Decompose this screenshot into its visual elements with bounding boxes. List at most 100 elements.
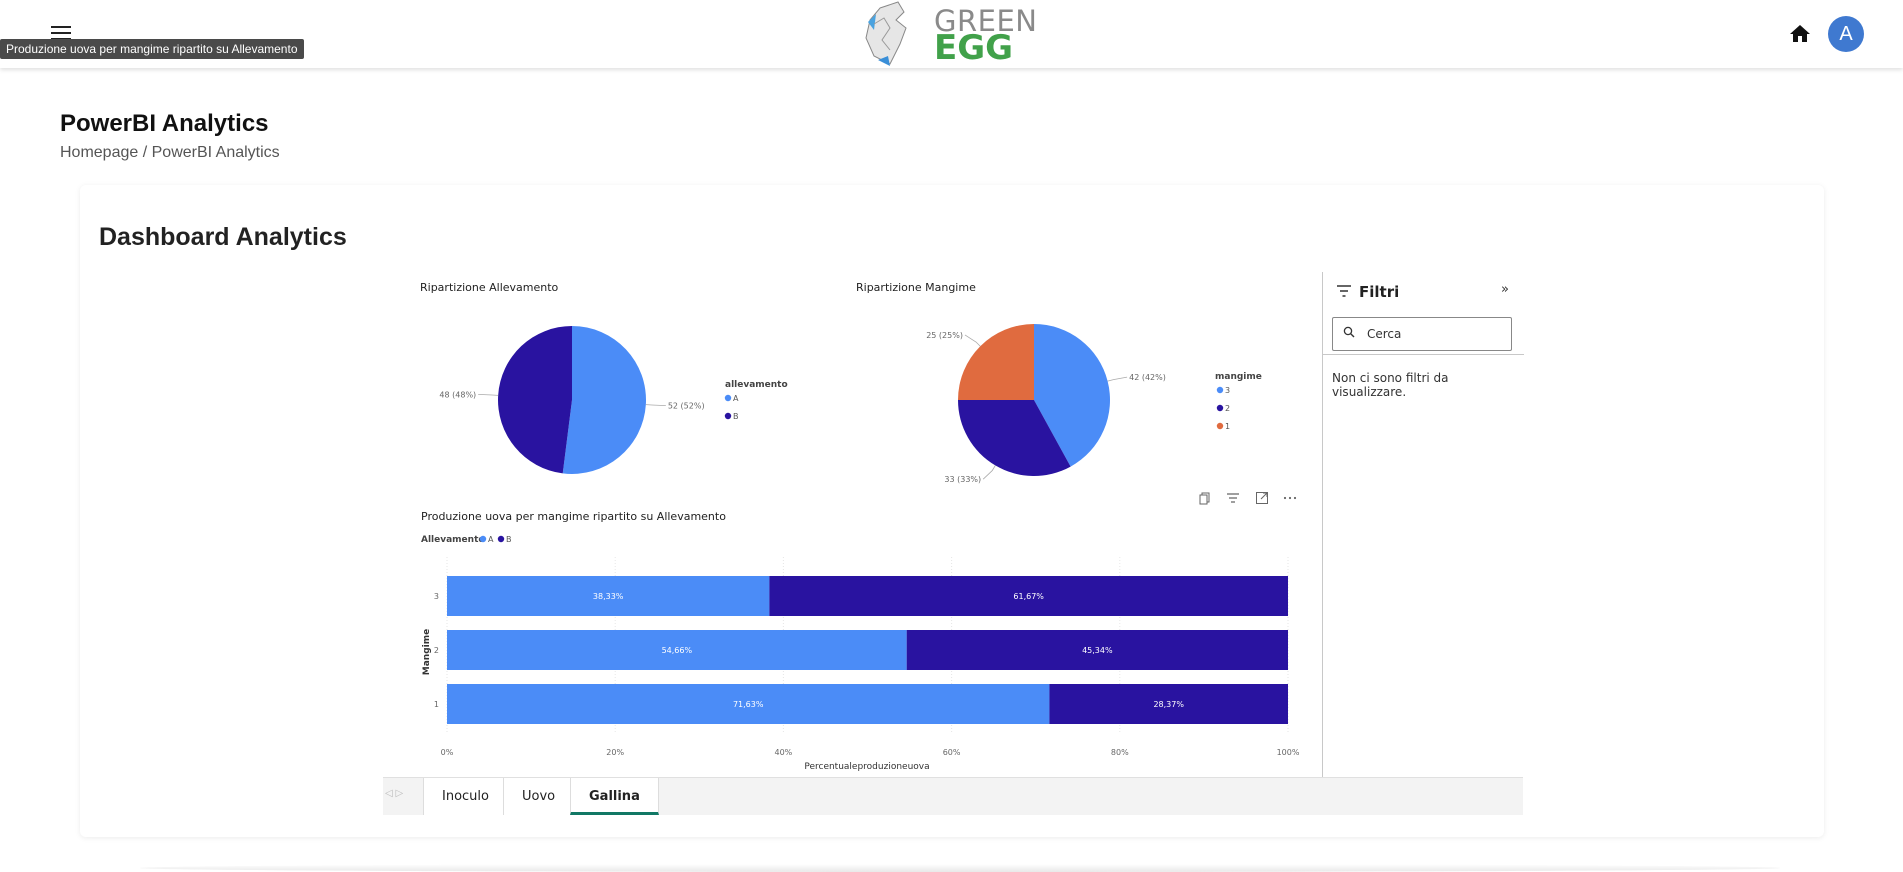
- x-tick-label: 0%: [441, 748, 454, 757]
- bar-chart-ylabel: Mangime: [422, 629, 432, 675]
- x-tick-label: 80%: [1111, 748, 1129, 757]
- pie-leader-line: [645, 404, 666, 407]
- page-bottom-shadow: [140, 864, 1780, 872]
- pie-data-label: 42 (42%): [1129, 373, 1166, 382]
- x-tick-label: 40%: [775, 748, 793, 757]
- legend-item-1: 1: [1225, 422, 1230, 431]
- bar-chart-title: Produzione uova per mangime ripartito su…: [421, 510, 726, 523]
- y-tick-label: 3: [434, 592, 439, 601]
- report-canvas: Ripartizione Allevamento 52 (52%) 48 (48%…: [420, 281, 1300, 772]
- pie-slice-B[interactable]: [497, 326, 572, 474]
- legend-item-B: B: [506, 535, 512, 544]
- more-options-icon[interactable]: [1283, 491, 1297, 505]
- green-egg-logo[interactable]: GREEN EGG: [860, 0, 1037, 70]
- legend-marker-A: [479, 535, 487, 543]
- bar-data-label: 38,33%: [593, 592, 624, 601]
- pie-slice-A[interactable]: [562, 326, 646, 474]
- pie-data-label: 33 (33%): [944, 475, 981, 484]
- legend-item-A: A: [488, 535, 494, 544]
- bar-data-label: 71,63%: [733, 700, 764, 709]
- pie-data-label: 48 (48%): [439, 390, 476, 399]
- visual-header-actions: [1198, 491, 1307, 510]
- pie-allevamento[interactable]: 52 (52%) 48 (48%): [439, 326, 705, 474]
- pie-data-label: 25 (25%): [926, 331, 963, 340]
- bar-segment-B-3[interactable]: [769, 576, 1288, 616]
- filter-visual-icon[interactable]: [1226, 491, 1240, 505]
- bar-segment-B-1[interactable]: [1049, 684, 1288, 724]
- legend-marker-3: [1216, 386, 1224, 394]
- x-tick-label: 100%: [1277, 748, 1300, 757]
- breadcrumb: Homepage / PowerBI Analytics: [60, 144, 280, 162]
- filter-icon: [1337, 285, 1351, 297]
- bar-data-label: 61,67%: [1013, 592, 1044, 601]
- card-title: Dashboard Analytics: [99, 223, 347, 251]
- report-page-tabs: ◁ ▷ Inoculo Uovo Gallina: [383, 777, 1523, 815]
- pie-slice-3[interactable]: [1034, 324, 1110, 467]
- tab-scroll-arrows[interactable]: ◁ ▷: [385, 788, 404, 799]
- legend-marker-1: [1216, 422, 1224, 430]
- breadcrumb-separator: /: [138, 144, 152, 161]
- legend-item-A: A: [733, 394, 739, 403]
- pie-data-label: 52 (52%): [668, 402, 705, 411]
- bar-data-label: 45,34%: [1082, 646, 1113, 655]
- pie-leader-line: [964, 334, 981, 347]
- breadcrumb-home-link[interactable]: Homepage: [60, 144, 139, 161]
- breadcrumb-current: PowerBI Analytics: [151, 144, 280, 161]
- copy-visual-icon[interactable]: [1198, 491, 1212, 505]
- legend-item-2: 2: [1225, 404, 1230, 413]
- filters-pane: Filtri » Cerca Non ci sono filtri da vis…: [1322, 272, 1524, 777]
- legend-title: Allevamento: [421, 535, 485, 545]
- tab-uovo[interactable]: Uovo: [503, 778, 575, 815]
- bar-data-label: 28,37%: [1153, 700, 1184, 709]
- pie-slice-1[interactable]: [958, 324, 1034, 400]
- bar-chart-bars[interactable]: 38,33% 61,67% 54,66% 45,34% 71,63% 28,37%: [447, 576, 1288, 724]
- page-title: PowerBI Analytics: [60, 110, 269, 137]
- pie-leader-line: [478, 393, 499, 396]
- bar-segment-A-3[interactable]: [447, 576, 770, 616]
- search-icon: [1343, 326, 1355, 338]
- pie-slice-2[interactable]: [958, 400, 1071, 476]
- logo-map-icon: [865, 1, 907, 66]
- x-tick-label: 20%: [606, 748, 624, 757]
- filter-search-placeholder: Cerca: [1367, 327, 1402, 341]
- logo-text-green: GREEN: [934, 4, 1038, 38]
- bar-data-label: 54,66%: [662, 646, 693, 655]
- home-icon[interactable]: [1788, 22, 1812, 46]
- pie-mangime-title: Ripartizione Mangime: [856, 281, 976, 294]
- filters-empty-message: Non ci sono filtri da visualizzare.: [1332, 371, 1449, 399]
- x-tick-label: 60%: [943, 748, 961, 757]
- tab-inoculo[interactable]: Inoculo: [423, 778, 508, 815]
- tooltip: Produzione uova per mangime ripartito su…: [0, 39, 304, 59]
- filters-divider: [1323, 354, 1524, 355]
- legend-title: allevamento: [725, 380, 788, 390]
- pie-mangime-legend[interactable]: mangime 3 2 1: [1215, 372, 1262, 431]
- legend-marker-B: [497, 535, 505, 543]
- bar-chart-legend[interactable]: Allevamento A B: [421, 535, 512, 545]
- y-tick-label: 1: [434, 700, 439, 709]
- pie-leader-line: [982, 465, 996, 480]
- filter-search-input[interactable]: Cerca: [1332, 317, 1512, 351]
- legend-item-3: 3: [1225, 386, 1230, 395]
- hamburger-menu-icon[interactable]: [51, 26, 71, 40]
- user-avatar[interactable]: A: [1828, 16, 1864, 52]
- legend-item-B: B: [733, 412, 739, 421]
- focus-mode-icon[interactable]: [1255, 491, 1269, 505]
- top-app-bar: GREEN EGG A: [0, 0, 1903, 68]
- bar-chart-xlabel: Percentualeproduzioneuova: [804, 762, 929, 772]
- bar-segment-A-1[interactable]: [447, 684, 1050, 724]
- pie-mangime[interactable]: 42 (42%) 33 (33%) 25 (25%): [926, 324, 1166, 484]
- y-tick-label: 2: [434, 646, 439, 655]
- legend-marker-B: [724, 412, 732, 420]
- bar-segment-A-2[interactable]: [447, 630, 907, 670]
- bar-chart-axes: 0% 20% 40% 60% 80% 100% 3 2 1: [434, 592, 1300, 757]
- collapse-filters-icon[interactable]: »: [1501, 282, 1509, 297]
- legend-marker-2: [1216, 404, 1224, 412]
- bar-segment-B-2[interactable]: [906, 630, 1288, 670]
- pie-allevamento-legend[interactable]: allevamento AB: [724, 380, 788, 421]
- pie-allevamento-title: Ripartizione Allevamento: [420, 281, 559, 294]
- legend-title: mangime: [1215, 372, 1262, 382]
- tab-gallina[interactable]: Gallina: [570, 778, 659, 815]
- logo-text-egg: EGG: [934, 28, 1014, 68]
- legend-marker-A: [724, 394, 732, 402]
- filters-title: Filtri: [1359, 283, 1400, 301]
